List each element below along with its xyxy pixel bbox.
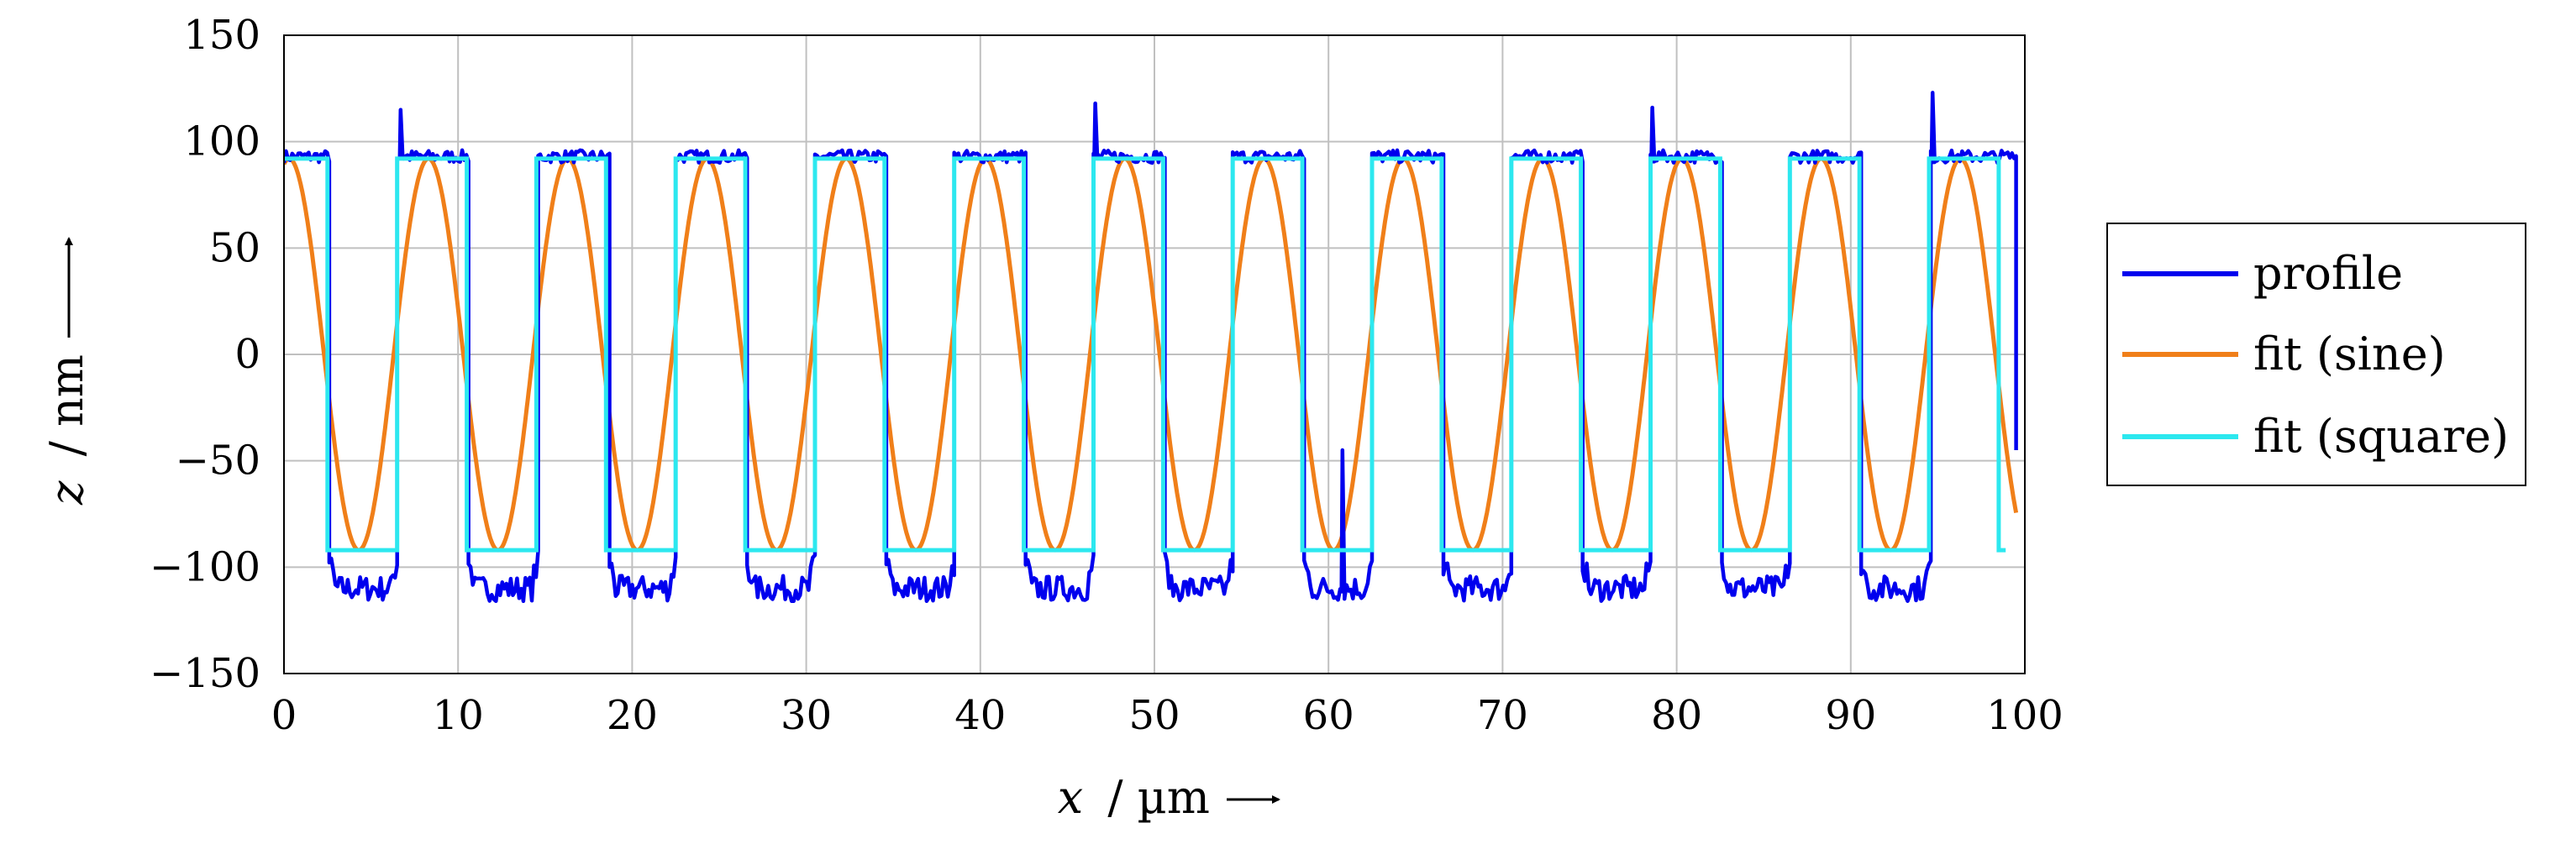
x-axis-label: x / µm (1058, 771, 1280, 824)
x-tick-label: 40 (954, 692, 1006, 739)
svg-text:x / µm: x / µm (1058, 771, 1210, 824)
y-tick-labels: 150 100 50 0 −50 −100 −150 (150, 12, 260, 697)
x-axis-label-unit: / µm (1107, 771, 1210, 824)
x-tick-label: 90 (1825, 692, 1876, 739)
x-tick-label: 60 (1303, 692, 1354, 739)
x-axis-label-var: x (1058, 771, 1083, 824)
x-tick-label: 80 (1651, 692, 1702, 739)
y-axis-label-var: z (40, 480, 93, 506)
y-axis-label: z / nm (40, 237, 93, 506)
y-tick-label: −50 (176, 438, 260, 485)
series-layer (284, 91, 2019, 604)
x-tick-label: 50 (1128, 692, 1180, 739)
x-tick-label: 10 (433, 692, 484, 739)
x-tick-label: 30 (781, 692, 832, 739)
grid (283, 34, 2026, 674)
svg-text:z / nm: z / nm (40, 354, 93, 506)
y-tick-label: 150 (183, 12, 260, 59)
x-tick-label: 20 (607, 692, 658, 739)
legend: profile fit (sine) fit (square) (2106, 223, 2526, 486)
y-tick-label: −100 (150, 543, 260, 590)
x-tick-labels: 0 10 20 30 40 50 60 70 80 90 100 (271, 692, 2063, 739)
y-tick-label: −150 (150, 650, 260, 697)
x-tick-label: 70 (1477, 692, 1528, 739)
x-tick-label: 0 (271, 692, 297, 739)
y-axis-label-unit: / nm (40, 354, 93, 456)
series-profile (284, 91, 2018, 604)
legend-label-fit-sine: fit (sine) (2253, 328, 2446, 380)
legend-label-fit-square: fit (square) (2253, 410, 2509, 463)
y-tick-label: 50 (209, 224, 260, 271)
x-tick-label: 100 (1986, 692, 2063, 739)
legend-label-profile: profile (2253, 247, 2403, 300)
y-tick-label: 0 (234, 331, 260, 378)
y-tick-label: 100 (183, 118, 260, 165)
plot-frame (283, 34, 2026, 674)
series-fit-square (284, 156, 2006, 553)
